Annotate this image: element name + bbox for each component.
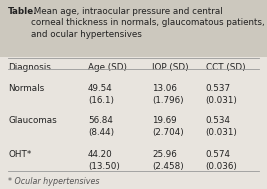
Text: Normals: Normals — [8, 84, 44, 93]
Text: 0.574
(0.036): 0.574 (0.036) — [206, 150, 237, 171]
Text: 19.69
(2.704): 19.69 (2.704) — [152, 116, 184, 137]
Text: * Ocular hypertensives: * Ocular hypertensives — [8, 177, 100, 186]
Text: Mean age, intraocular pressure and central
corneal thickness in normals, glaucom: Mean age, intraocular pressure and centr… — [31, 7, 264, 39]
Text: Age (SD): Age (SD) — [88, 63, 127, 72]
Text: CCT (SD): CCT (SD) — [206, 63, 245, 72]
Text: Table.: Table. — [8, 7, 37, 16]
Text: IOP (SD): IOP (SD) — [152, 63, 189, 72]
Text: 44.20
(13.50): 44.20 (13.50) — [88, 150, 120, 171]
Text: 0.537
(0.031): 0.537 (0.031) — [206, 84, 237, 105]
Text: 25.96
(2.458): 25.96 (2.458) — [152, 150, 184, 171]
Text: Diagnosis: Diagnosis — [8, 63, 51, 72]
Text: 0.534
(0.031): 0.534 (0.031) — [206, 116, 237, 137]
Text: 49.54
(16.1): 49.54 (16.1) — [88, 84, 114, 105]
Text: 56.84
(8.44): 56.84 (8.44) — [88, 116, 114, 137]
Bar — [0, 0, 267, 57]
Text: Glaucomas: Glaucomas — [8, 116, 57, 125]
Text: OHT*: OHT* — [8, 150, 32, 159]
Text: 13.06
(1.796): 13.06 (1.796) — [152, 84, 184, 105]
